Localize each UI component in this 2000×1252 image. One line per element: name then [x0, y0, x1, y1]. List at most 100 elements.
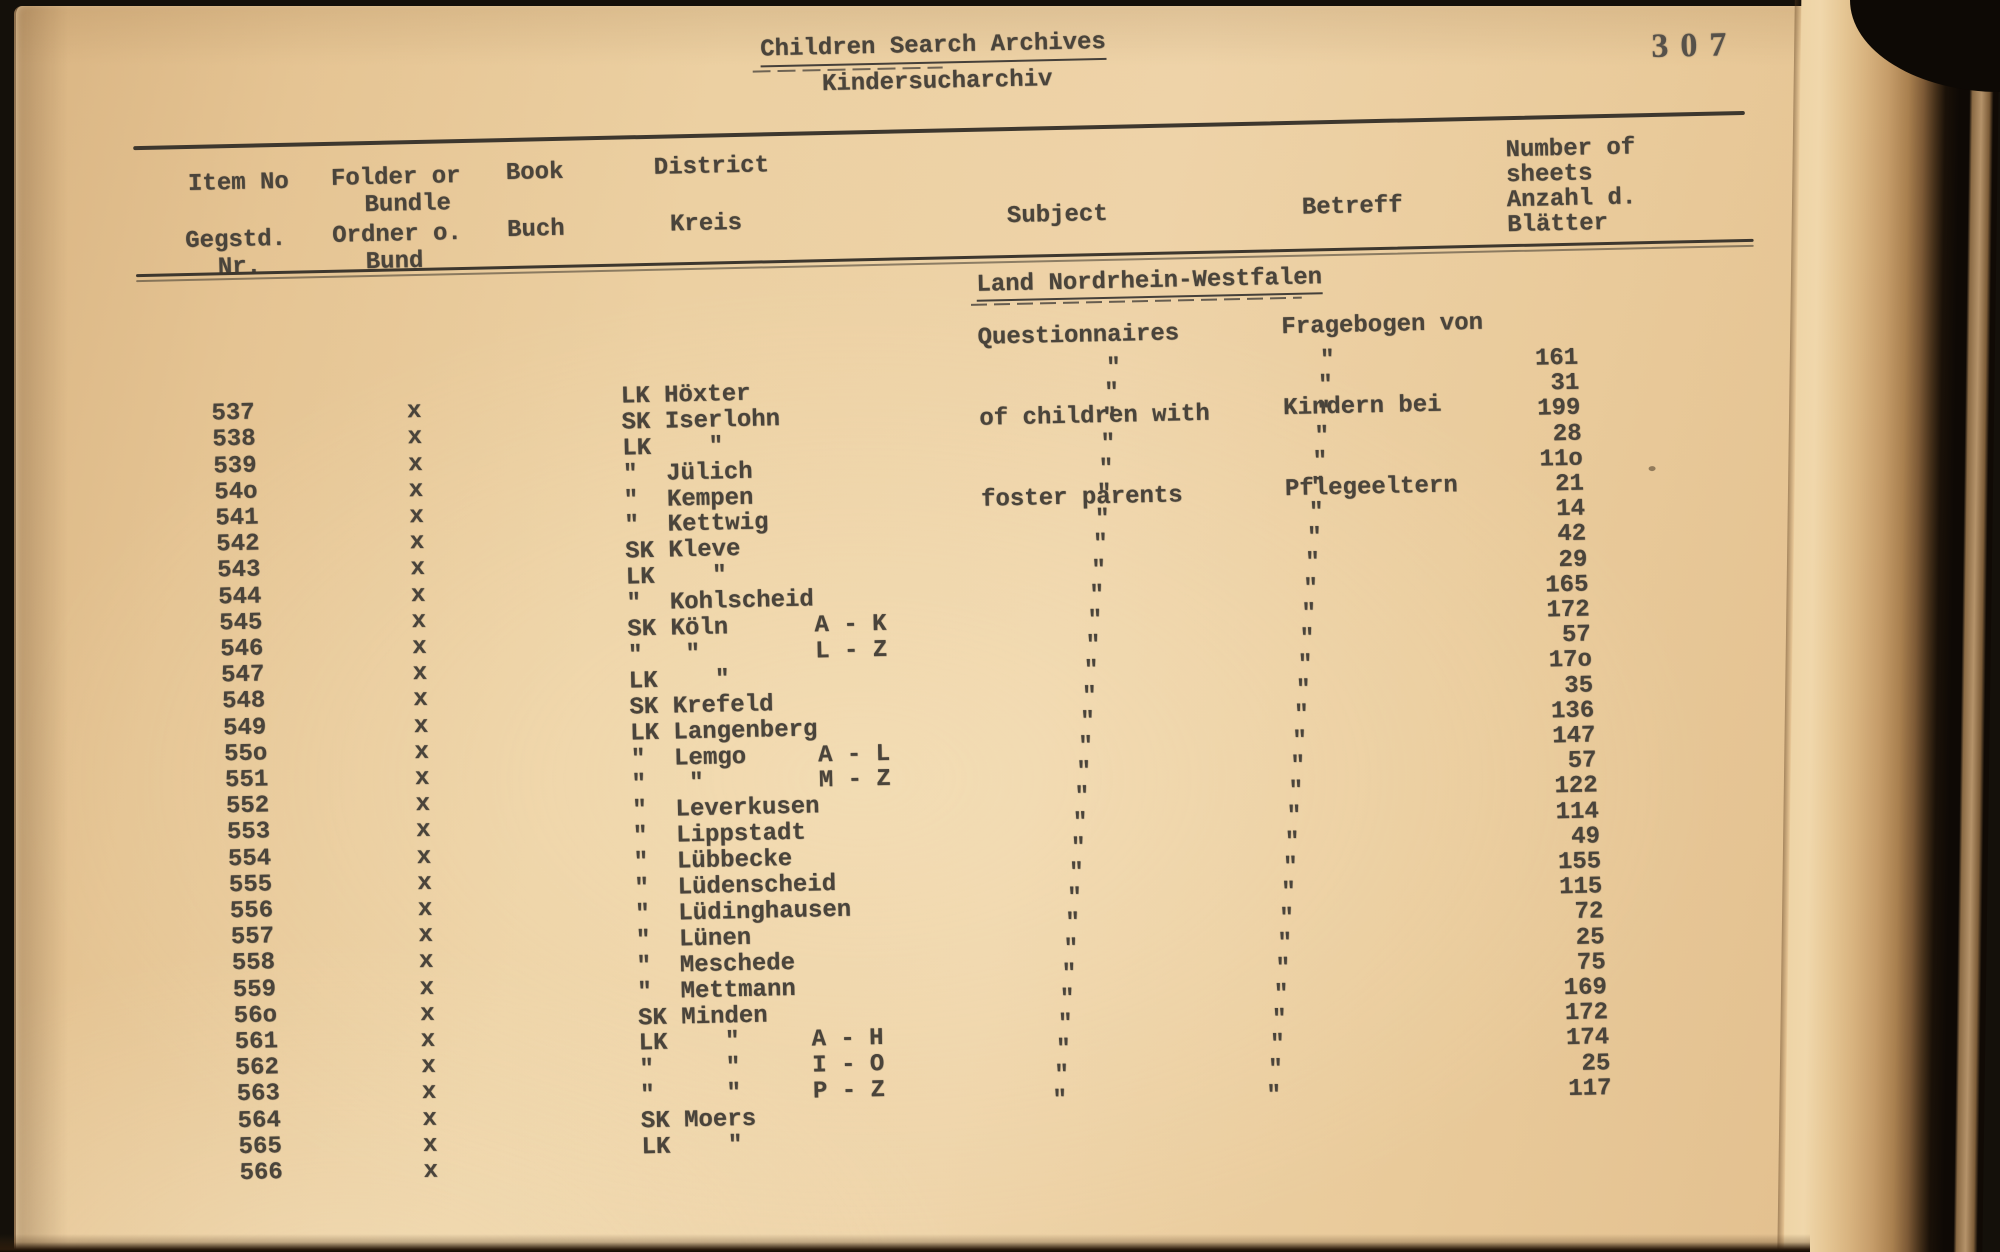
cell-subject: " [1100, 430, 1116, 458]
cell-subject: " [1104, 379, 1120, 408]
scan-page: Children Search Archives Kindersucharchi… [14, 6, 1852, 1252]
cell-subject: " [1057, 1011, 1073, 1039]
cell-folder: x [413, 686, 429, 714]
cell-district: " Mettmann [637, 975, 797, 1006]
cell-item: 557 [230, 923, 275, 952]
cell-item: 563 [236, 1080, 281, 1109]
col-header-item-en: Item No [187, 168, 290, 198]
cell-subject: " [1105, 354, 1121, 382]
cell-district: LK " [625, 562, 728, 592]
cell-item: 559 [232, 975, 277, 1004]
cell-subject: " [1061, 960, 1077, 988]
cell-subject: " [1083, 657, 1099, 685]
cell-betreff: " [1269, 1031, 1285, 1059]
cell-district: LK Höxter [620, 380, 751, 411]
cell-folder: x [414, 764, 430, 793]
cell-betreff: " [1284, 828, 1300, 856]
col-header-district-en: District [653, 152, 770, 182]
cell-item: 564 [237, 1106, 282, 1135]
cell-folder: x [418, 948, 434, 976]
cell-betreff: " [1301, 600, 1317, 628]
page-stack-edge [1777, 0, 2000, 1252]
cell-subject: " [1102, 405, 1118, 433]
cell-subject: " [1052, 1086, 1068, 1115]
cell-item: 541 [215, 504, 259, 533]
col-header-folder-en2: Bundle [364, 190, 452, 220]
cell-item: 539 [213, 452, 257, 481]
cell-betreff: " [1293, 701, 1309, 730]
cell-district: " " P - Z [639, 1077, 886, 1110]
cell-folder: x [417, 895, 433, 924]
cell-betreff: " [1305, 549, 1321, 578]
cell-item: 547 [220, 661, 265, 690]
cell-betreff: " [1275, 955, 1291, 983]
cell-subject: " [1081, 682, 1097, 711]
cell-folder: x [415, 817, 431, 845]
cell-subject: " [1074, 783, 1090, 812]
cell-folder: x [413, 712, 429, 740]
cell-folder: x [422, 1105, 438, 1133]
cell-item: 544 [217, 583, 262, 611]
cell-item: 543 [216, 556, 261, 585]
cell-betreff: " [1268, 1056, 1284, 1084]
cell-betreff: " [1273, 980, 1289, 1008]
cell-item: 551 [224, 766, 269, 795]
section-betreff-line1: Fragebogen von [1281, 309, 1484, 342]
col-header-folder-de2: Bund [365, 247, 424, 277]
cell-sheets: 117 [1567, 1074, 1612, 1103]
paper-speck [372, 199, 377, 204]
cell-betreff: " [1308, 499, 1324, 527]
cell-subject: " [1056, 1036, 1072, 1064]
cell-subject: " [1065, 910, 1081, 938]
cell-folder: x [418, 921, 434, 950]
cell-betreff: " [1290, 752, 1306, 780]
cell-folder: x [417, 869, 433, 897]
cell-district: LK " [641, 1132, 743, 1162]
page-title-en: Children Search Archives [759, 28, 1107, 68]
cell-district: " Lünen [635, 924, 752, 955]
col-header-sheets-de2: Blätter [1506, 209, 1609, 240]
cell-folder: x [410, 581, 426, 609]
cell-item: 549 [222, 713, 267, 742]
header-rule-top [133, 110, 1745, 151]
cell-subject: " [1078, 733, 1094, 761]
cell-betreff: " [1295, 676, 1311, 704]
cell-item: 537 [211, 399, 255, 428]
col-header-folder-en1: Folder or [330, 163, 461, 193]
cell-item: 558 [231, 949, 276, 978]
cell-item: 546 [219, 635, 264, 664]
cell-betreff: " [1318, 372, 1333, 400]
cell-item: 55o [223, 740, 268, 769]
cell-betreff: " [1277, 929, 1293, 958]
cell-folder: x [414, 738, 430, 766]
cell-folder: x [411, 633, 427, 662]
cell-betreff: " [1316, 397, 1332, 425]
cell-subject: " [1070, 834, 1086, 862]
cell-district: SK Moers [640, 1105, 757, 1136]
cell-subject: " [1089, 581, 1105, 610]
cell-item: 565 [238, 1132, 283, 1161]
cell-item: 56o [233, 1002, 278, 1030]
cell-folder: x [415, 791, 431, 819]
cell-betreff: " [1281, 879, 1297, 907]
cell-folder: x [412, 660, 428, 688]
cell-folder: x [407, 424, 423, 452]
cell-folder: x [407, 450, 423, 478]
cell-item: 54o [214, 478, 258, 507]
cell-betreff: " [1288, 777, 1304, 806]
cell-item: 548 [221, 687, 266, 716]
cell-folder: x [421, 1079, 437, 1107]
section-subject-line2: of children with [979, 400, 1211, 433]
cell-betreff: " [1271, 1005, 1287, 1034]
cell-subject: " [1067, 884, 1083, 913]
cell-folder: x [422, 1131, 438, 1159]
cell-district: " " L - Z [627, 636, 888, 670]
col-header-item-de1: Gegstd. [184, 225, 287, 256]
cell-folder: x [410, 555, 426, 583]
cell-item: 555 [228, 871, 273, 900]
page-bottom-shadow [0, 1234, 1810, 1252]
cell-district: " Kettwig [624, 509, 769, 540]
cell-district: LK " [628, 666, 730, 696]
cell-item: 538 [212, 425, 256, 454]
